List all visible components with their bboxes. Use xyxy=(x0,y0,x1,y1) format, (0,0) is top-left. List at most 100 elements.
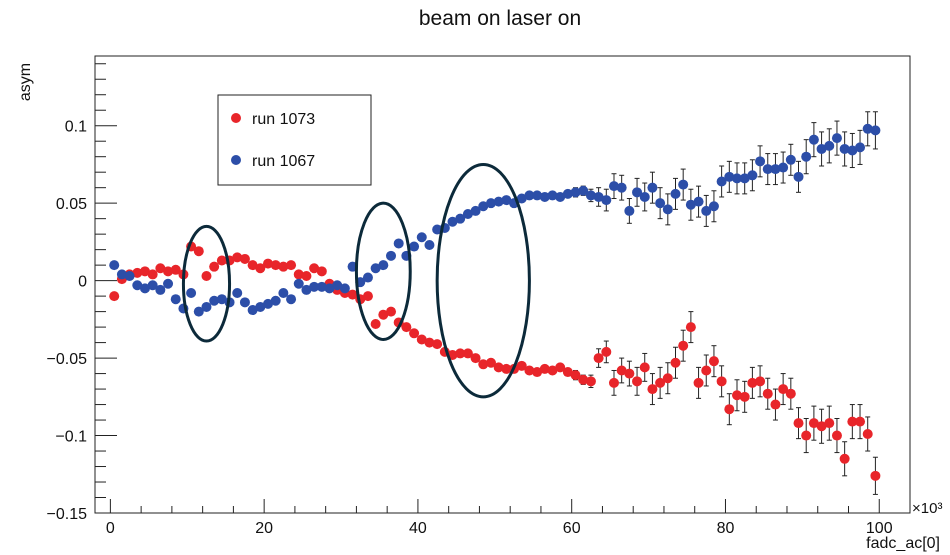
data-point-run-1073 xyxy=(386,306,397,317)
data-point-run-1067 xyxy=(739,173,750,184)
data-point-run-1067 xyxy=(170,294,181,305)
data-point-run-1073 xyxy=(678,340,689,351)
data-point-run-1073 xyxy=(524,365,535,376)
data-point-run-1073 xyxy=(862,428,873,439)
data-point-run-1067 xyxy=(685,199,696,210)
data-point-run-1073 xyxy=(309,263,320,274)
data-point-run-1067 xyxy=(132,280,143,291)
legend-label-run-1067: run 1067 xyxy=(252,153,315,170)
series-layer xyxy=(109,111,881,495)
data-point-run-1073 xyxy=(132,267,143,278)
data-point-run-1073 xyxy=(816,421,827,432)
data-point-run-1073 xyxy=(232,252,243,263)
series-run-1073 xyxy=(109,241,881,495)
data-point-run-1073 xyxy=(370,319,381,330)
data-point-run-1073 xyxy=(455,348,466,359)
data-point-run-1067 xyxy=(816,143,827,154)
data-point-run-1073 xyxy=(570,370,581,381)
data-point-run-1067 xyxy=(332,280,343,291)
data-point-run-1073 xyxy=(808,418,819,429)
data-point-run-1073 xyxy=(639,362,650,373)
data-point-run-1067 xyxy=(493,196,504,207)
data-point-run-1073 xyxy=(870,470,881,481)
y-tick-label: −0.1 xyxy=(55,429,87,446)
y-axis-label: asym xyxy=(17,63,34,101)
data-point-run-1073 xyxy=(201,270,212,281)
data-point-run-1067 xyxy=(770,164,781,175)
data-point-run-1073 xyxy=(301,270,312,281)
data-point-run-1067 xyxy=(831,133,842,144)
data-point-run-1067 xyxy=(562,188,573,199)
data-point-run-1067 xyxy=(608,181,619,192)
data-point-run-1073 xyxy=(708,356,719,367)
data-point-run-1073 xyxy=(801,430,812,441)
data-point-run-1073 xyxy=(147,269,158,280)
data-point-run-1067 xyxy=(386,250,397,261)
y-axis: −0.15 −0.1 −0.05 0 0.05 0.1 xyxy=(47,63,117,523)
data-point-run-1073 xyxy=(555,362,566,373)
x-tick-label: 40 xyxy=(409,520,427,537)
data-point-run-1067 xyxy=(109,260,120,271)
series-run-1067 xyxy=(109,111,881,317)
data-point-run-1067 xyxy=(524,190,535,201)
data-point-run-1067 xyxy=(324,283,335,294)
x-tick-label: 80 xyxy=(717,520,735,537)
data-point-run-1067 xyxy=(701,205,712,216)
data-point-run-1073 xyxy=(239,253,250,264)
y-tick-label: 0 xyxy=(78,274,87,291)
data-point-run-1067 xyxy=(455,213,466,224)
data-point-run-1067 xyxy=(139,283,150,294)
x-tick-label: 100 xyxy=(866,520,893,537)
legend-box xyxy=(217,94,372,186)
data-point-run-1073 xyxy=(608,377,619,388)
data-point-run-1067 xyxy=(601,195,612,206)
data-point-run-1067 xyxy=(647,182,658,193)
data-point-run-1073 xyxy=(155,263,166,274)
data-point-run-1073 xyxy=(378,309,389,320)
data-point-run-1067 xyxy=(547,190,558,201)
data-point-run-1073 xyxy=(701,365,712,376)
data-point-run-1067 xyxy=(870,125,881,136)
data-point-run-1067 xyxy=(624,205,635,216)
data-point-run-1067 xyxy=(393,238,404,249)
data-point-run-1067 xyxy=(424,239,435,250)
data-point-run-1073 xyxy=(562,367,573,378)
data-point-run-1073 xyxy=(778,384,789,395)
data-point-run-1073 xyxy=(255,263,266,274)
data-point-run-1067 xyxy=(724,171,735,182)
data-point-run-1067 xyxy=(808,134,819,145)
data-point-run-1073 xyxy=(839,453,850,464)
data-point-run-1073 xyxy=(501,363,512,374)
data-point-run-1073 xyxy=(286,260,297,271)
data-point-run-1073 xyxy=(655,377,666,388)
data-point-run-1067 xyxy=(678,179,689,190)
data-point-run-1073 xyxy=(532,367,543,378)
data-point-run-1067 xyxy=(339,283,350,294)
legend-marker-run-1073 xyxy=(231,113,241,123)
data-point-run-1067 xyxy=(378,260,389,271)
data-point-run-1067 xyxy=(855,142,866,153)
data-point-run-1067 xyxy=(616,182,627,193)
legend-marker-run-1067 xyxy=(231,155,241,165)
legend-label-run-1073: run 1073 xyxy=(252,111,315,128)
data-point-run-1067 xyxy=(201,301,212,312)
data-point-run-1073 xyxy=(139,266,150,277)
data-point-run-1067 xyxy=(570,187,581,198)
data-point-run-1073 xyxy=(516,360,527,371)
data-point-run-1067 xyxy=(255,301,266,312)
highlight-ellipse xyxy=(354,201,412,341)
data-point-run-1073 xyxy=(216,255,227,266)
data-point-run-1067 xyxy=(693,196,704,207)
data-point-run-1067 xyxy=(555,191,566,202)
data-point-run-1073 xyxy=(793,418,804,429)
y-tick-label: −0.15 xyxy=(47,506,88,523)
data-point-run-1067 xyxy=(239,297,250,308)
data-point-run-1067 xyxy=(539,191,550,202)
data-point-run-1067 xyxy=(155,284,166,295)
data-point-run-1073 xyxy=(824,418,835,429)
data-point-run-1067 xyxy=(309,281,320,292)
data-point-run-1073 xyxy=(770,399,781,410)
x-axis-exponent: ×10³ xyxy=(912,500,942,517)
data-point-run-1073 xyxy=(732,390,743,401)
data-point-run-1073 xyxy=(193,246,204,257)
